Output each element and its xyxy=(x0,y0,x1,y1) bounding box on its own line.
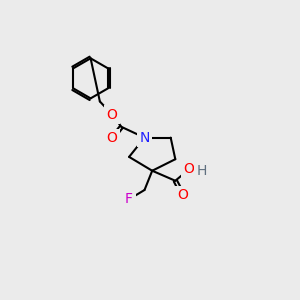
Text: O: O xyxy=(107,107,118,122)
Text: H: H xyxy=(196,164,207,178)
Text: N: N xyxy=(139,130,150,145)
Text: O: O xyxy=(178,188,188,203)
Text: O: O xyxy=(107,131,118,146)
Text: O: O xyxy=(184,162,195,176)
Text: F: F xyxy=(125,192,133,206)
